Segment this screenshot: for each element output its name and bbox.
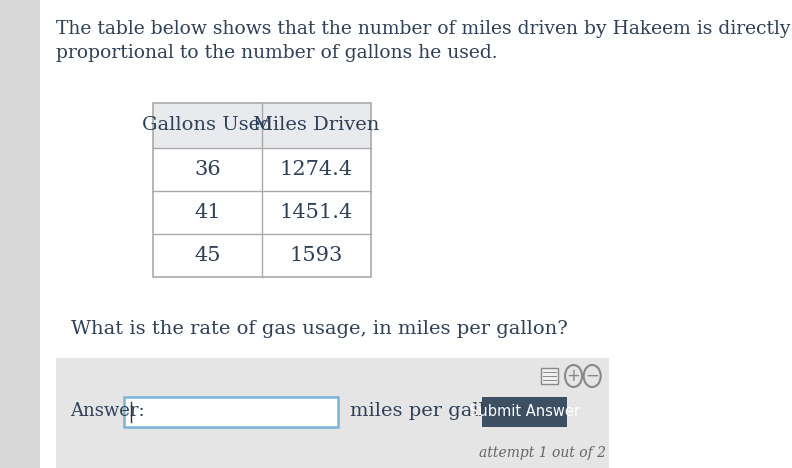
Text: Answer:: Answer: bbox=[70, 402, 145, 420]
Bar bbox=[482, 397, 567, 427]
Text: +: + bbox=[566, 367, 581, 385]
Text: 1274.4: 1274.4 bbox=[280, 160, 353, 179]
Text: 45: 45 bbox=[194, 246, 221, 265]
Bar bbox=[124, 397, 338, 427]
Text: Submit Answer: Submit Answer bbox=[469, 404, 580, 419]
Bar bbox=[153, 148, 371, 191]
Bar bbox=[153, 191, 371, 234]
Text: 36: 36 bbox=[194, 160, 221, 179]
Text: 1451.4: 1451.4 bbox=[280, 203, 353, 222]
Text: 1593: 1593 bbox=[290, 246, 343, 265]
Text: 41: 41 bbox=[194, 203, 221, 222]
Text: proportional to the number of gallons he used.: proportional to the number of gallons he… bbox=[56, 44, 497, 62]
Text: The table below shows that the number of miles driven by Hakeem is directly: The table below shows that the number of… bbox=[56, 20, 790, 38]
Bar bbox=[153, 234, 371, 277]
Text: Gallons Used: Gallons Used bbox=[143, 117, 272, 134]
Text: miles per gallon: miles per gallon bbox=[351, 402, 510, 420]
Text: −: − bbox=[585, 367, 599, 385]
Text: What is the rate of gas usage, in miles per gallon?: What is the rate of gas usage, in miles … bbox=[71, 320, 569, 338]
Bar bbox=[153, 103, 371, 148]
Bar bbox=[0, 0, 40, 468]
Bar bbox=[153, 103, 371, 277]
Text: attempt 1 out of 2: attempt 1 out of 2 bbox=[479, 446, 606, 460]
Bar bbox=[56, 358, 609, 468]
Bar bbox=[541, 368, 558, 384]
Text: Miles Driven: Miles Driven bbox=[253, 117, 379, 134]
